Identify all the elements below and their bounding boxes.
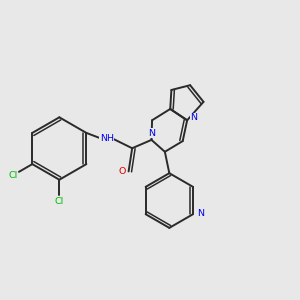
Text: Cl: Cl (55, 197, 64, 206)
Text: N: N (197, 209, 204, 218)
Text: N: N (190, 113, 197, 122)
Text: NH: NH (100, 134, 114, 143)
Text: N: N (148, 129, 155, 138)
Text: Cl: Cl (9, 171, 18, 180)
Text: O: O (118, 167, 126, 176)
